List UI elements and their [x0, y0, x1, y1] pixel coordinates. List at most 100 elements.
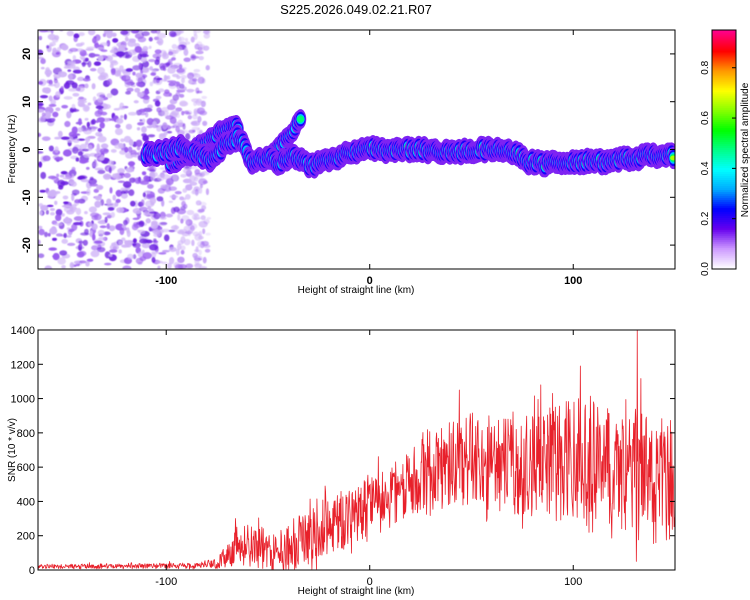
spectrogram-noise-blob	[125, 90, 131, 95]
spectrogram-noise-blob	[192, 30, 202, 34]
spectrogram-noise-blob	[120, 190, 126, 194]
spectrogram-noise-blob	[146, 125, 154, 129]
spectrogram-noise-blob	[108, 225, 116, 232]
spectrogram-noise-blob	[111, 32, 117, 37]
spectrogram-noise-blob	[38, 151, 44, 154]
spectrogram-noise-blob	[126, 87, 134, 92]
spectrogram-noise-blob	[91, 245, 99, 251]
snr-x-tick-label: -100	[155, 576, 177, 588]
spectrogram-branch-mark	[297, 117, 304, 122]
spectrogram-noise-blob	[68, 73, 73, 81]
spectrogram-noise-blob	[63, 82, 71, 89]
spectrogram-noise-blob	[118, 240, 123, 246]
spectrogram-noise-blob	[38, 228, 45, 236]
colorbar-swatch	[712, 59, 736, 63]
spectrogram-noise-blob	[153, 238, 157, 242]
colorbar-swatch	[712, 223, 736, 226]
colorbar-swatch	[712, 107, 736, 111]
spectrogram-noise-blob	[162, 51, 167, 58]
spectrogram-noise-blob	[194, 258, 200, 266]
colorbar-swatch	[712, 99, 736, 103]
spectrogram-noise-blob	[73, 216, 84, 222]
spectrogram-noise-blob	[110, 149, 117, 153]
spectrogram-noise-blob	[148, 37, 153, 42]
spectrogram-noise-blob	[194, 174, 204, 180]
spectrogram-noise-blob	[175, 107, 183, 112]
spectrogram-noise-blob	[114, 143, 124, 150]
spectrogram-noise-blob	[192, 188, 196, 195]
spectrogram-noise-blob	[92, 96, 97, 102]
spectrogram-noise-blob	[194, 188, 199, 196]
spectrogram-noise-blob	[165, 213, 173, 218]
spectrogram-noise-blob	[197, 76, 205, 84]
spectrogram-noise-blob	[125, 123, 133, 130]
spectrogram-noise-blob	[155, 95, 162, 100]
spectrogram-noise-blob	[65, 218, 72, 226]
spectrogram-noise-blob	[169, 116, 177, 124]
spectrogram-noise-blob	[38, 80, 44, 85]
colorbar-swatch	[712, 91, 736, 95]
spectrogram-noise-blob	[47, 232, 51, 237]
spectrogram-y-ticks: 20 10 0 -10 -20	[21, 48, 675, 253]
spectrogram-noise-blob	[77, 151, 84, 156]
spectrogram-noise-blob	[78, 32, 85, 37]
spectrogram-noise-blob	[61, 104, 69, 109]
spectrogram-noise-blob	[43, 87, 52, 94]
spectrogram-noise-blob	[77, 175, 86, 180]
spectrogram-noise-blob	[185, 263, 194, 269]
spectrogram-noise-blob	[114, 174, 122, 181]
spectrogram-noise-blob	[117, 167, 125, 174]
spectrogram-noise-blob	[171, 110, 180, 116]
spectrogram-noise-blob	[141, 118, 146, 124]
spectrogram-noise-blob	[112, 38, 119, 43]
spectrogram-noise-blob	[54, 146, 59, 154]
spectrogram-noise-blob	[181, 197, 187, 201]
spectrogram-noise-blob	[198, 230, 203, 238]
spectrogram-noise-blob	[175, 91, 181, 97]
spectrogram-noise-blob	[66, 111, 72, 119]
spectrogram-noise-blob	[78, 118, 82, 126]
spectrogram-noise-blob	[97, 128, 102, 133]
colorbar-swatch	[712, 219, 736, 222]
spectrogram-noise-blob	[168, 247, 177, 253]
spectrogram-noise-blob	[126, 38, 135, 42]
spectrogram-noise-blob	[62, 177, 71, 180]
spectrogram-noise-blob	[185, 133, 191, 141]
spectrogram-noise-blob	[97, 169, 106, 175]
colorbar-swatch	[712, 165, 736, 169]
spectrogram-noise-blob	[178, 64, 183, 69]
spectrogram-noise-blob	[96, 246, 106, 253]
spectrogram-noise-blob	[183, 110, 190, 114]
colorbar-swatch	[712, 229, 736, 232]
spectrogram-noise-blob	[106, 93, 113, 99]
spectrogram-noise-blob	[132, 217, 140, 221]
colorbar-swatch	[712, 205, 736, 208]
spectrogram-noise-blob	[83, 153, 91, 158]
colorbar-swatch	[712, 37, 736, 41]
spectrogram-noise-blob	[91, 233, 96, 241]
spectrogram-noise-blob	[124, 146, 129, 153]
spectrogram-noise-blob	[48, 103, 57, 108]
spectrogram-noise-blob	[135, 139, 143, 147]
spectrogram-noise-blob	[158, 88, 165, 93]
spectrogram-noise-blob	[55, 233, 63, 237]
colorbar-swatch	[712, 241, 736, 244]
spectrogram-noise-blob	[168, 82, 176, 87]
spectrogram-noise-blob	[161, 199, 165, 207]
spectrogram-noise-blob	[184, 37, 189, 42]
colorbar-swatch	[712, 51, 736, 55]
spectrogram-noise-blob	[86, 46, 96, 49]
spectrogram-noise-blob	[118, 249, 122, 254]
spectrogram-noise-blob	[97, 220, 108, 225]
spectrogram-noise-blob	[78, 250, 87, 257]
spectrogram-noise-blob	[73, 260, 81, 265]
colorbar-swatch	[712, 237, 736, 240]
spectrogram-noise-blob	[172, 174, 178, 181]
spectrogram-noise-blob	[114, 128, 123, 136]
snr-marks	[38, 330, 675, 570]
spectrogram-noise-blob	[79, 143, 88, 149]
spectrogram-noise-blob	[193, 69, 201, 73]
spectrogram-noise-blob	[124, 240, 128, 245]
spectrogram-noise-blob	[188, 129, 196, 134]
spectrogram-noise-blob	[132, 71, 136, 76]
